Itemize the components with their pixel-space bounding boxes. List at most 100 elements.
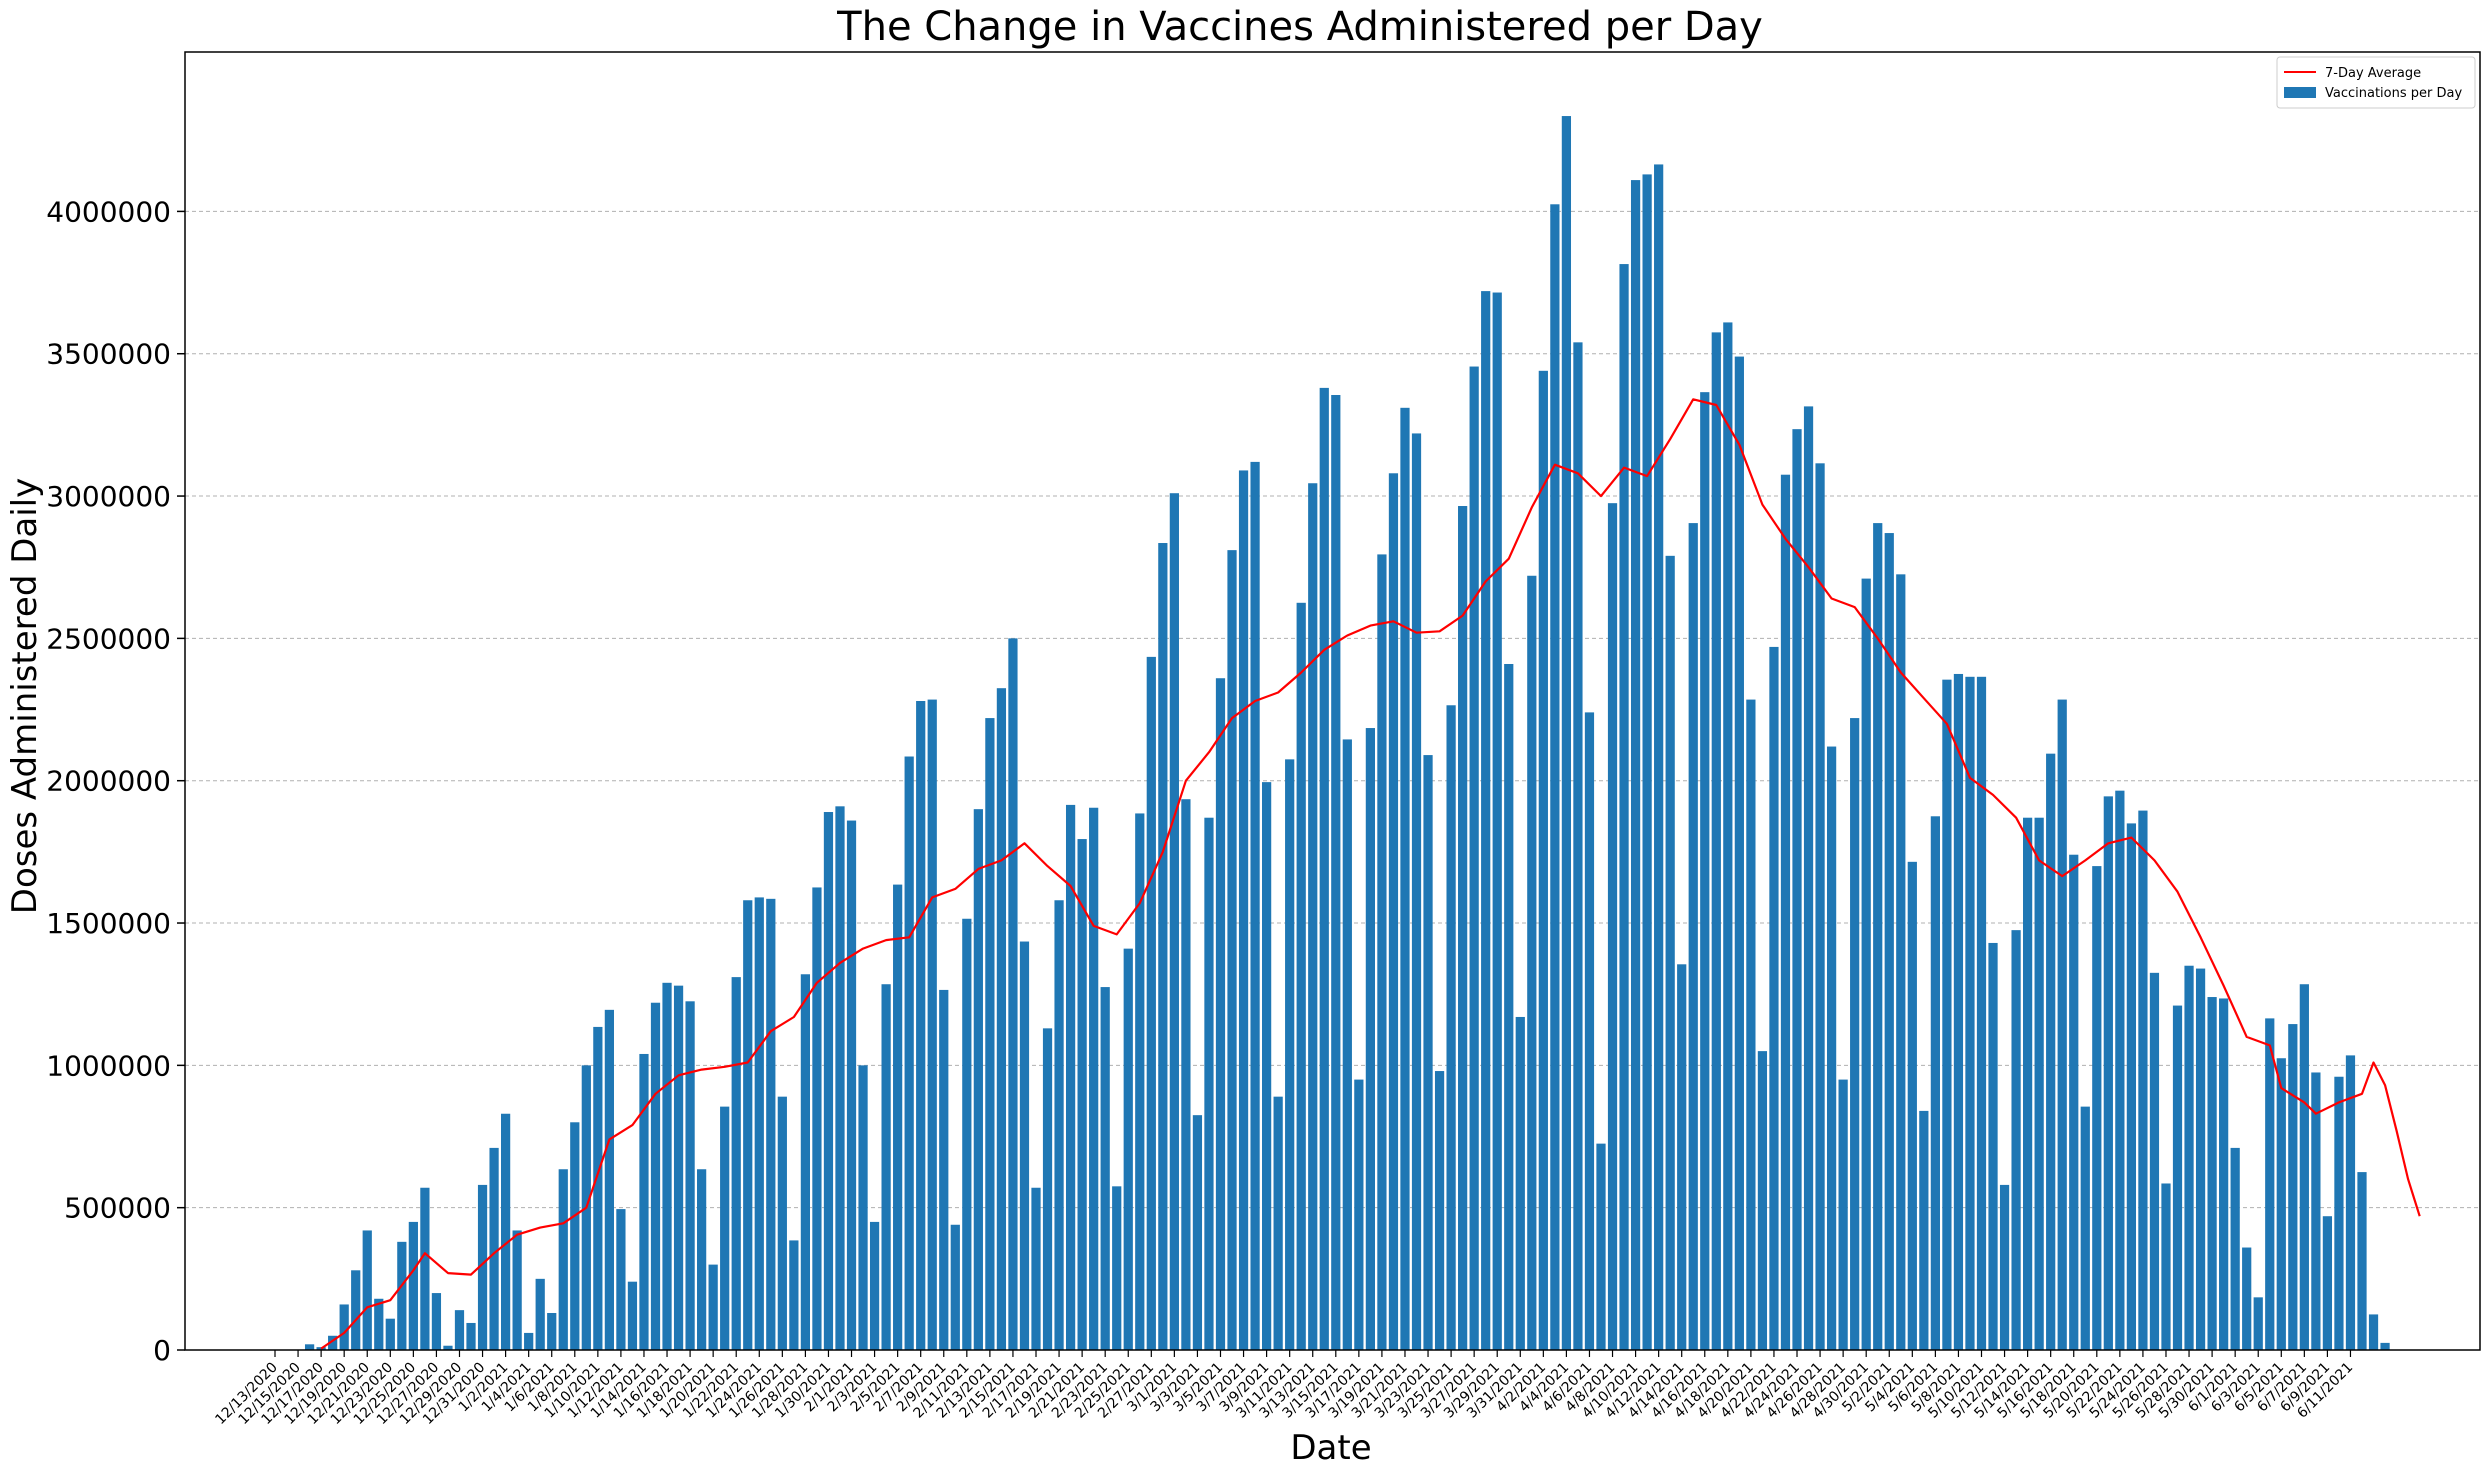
bar (1031, 1187, 1041, 1350)
legend-entry-bars: Vaccinations per Day (2325, 86, 2462, 101)
bar (2034, 817, 2044, 1350)
y-tick-label: 0 (153, 1334, 171, 1367)
bar (604, 1009, 614, 1350)
bar (1677, 964, 1687, 1350)
bar (1434, 1071, 1445, 1350)
y-tick-label: 2500000 (46, 622, 171, 655)
bar (1596, 1143, 1606, 1350)
bar (1169, 493, 1179, 1350)
bar (1492, 292, 1502, 1350)
bar (2126, 823, 2137, 1350)
bar (2299, 984, 2309, 1350)
axes-frame (184, 51, 2481, 1351)
bar (2334, 1076, 2344, 1350)
bar (1158, 543, 1168, 1350)
bar (570, 1122, 580, 1350)
y-tick-label: 1000000 (46, 1049, 171, 1082)
bar (1515, 1016, 1525, 1350)
bar (1285, 759, 1295, 1350)
bar (593, 1026, 603, 1350)
bar (385, 1318, 395, 1350)
bar (1377, 554, 1387, 1350)
bar (1700, 392, 1710, 1350)
bar (1561, 116, 1572, 1351)
bar (673, 985, 684, 1350)
bar (2172, 1005, 2183, 1350)
bar (1607, 503, 1618, 1351)
x-axis-label: Date (1290, 1428, 1371, 1468)
bar (2207, 997, 2217, 1350)
bar (420, 1187, 430, 1350)
bar (1146, 656, 1156, 1350)
bar-series (304, 116, 2390, 1351)
bar (1711, 332, 1721, 1350)
bar (1803, 406, 1814, 1350)
bar (1135, 813, 1145, 1350)
bar (1734, 356, 1744, 1350)
bar (881, 984, 891, 1350)
bar (789, 1240, 799, 1350)
bar (1665, 555, 1675, 1350)
bar (2219, 998, 2229, 1350)
bar (1354, 1079, 1364, 1350)
bar (524, 1332, 534, 1350)
y-ticks: 0 500000 1000000 1500000 2000000 2500000 30000… (46, 195, 185, 1367)
bar (950, 1224, 960, 1350)
bar (351, 1270, 361, 1350)
bar (489, 1147, 499, 1350)
bar (408, 1221, 418, 1350)
bar (1423, 755, 1433, 1350)
bar (939, 989, 949, 1350)
bar (1227, 550, 1237, 1350)
y-axis-label: Doses Administered Daily (5, 478, 45, 914)
bar (1204, 817, 1214, 1350)
bar (996, 688, 1007, 1350)
bar (869, 1221, 880, 1350)
bar (1181, 799, 1191, 1350)
bar (1215, 678, 1226, 1350)
y-tick-label: 3000000 (46, 480, 171, 513)
bar (512, 1230, 522, 1350)
bar (328, 1335, 338, 1350)
bar (362, 1230, 372, 1350)
bar (973, 809, 983, 1350)
bar (800, 974, 811, 1350)
bar (1769, 646, 1779, 1350)
bar (2080, 1106, 2090, 1350)
bar (1296, 602, 1306, 1350)
bar (1642, 174, 1652, 1350)
bar (1262, 782, 1272, 1350)
legend-entry-average: 7-Day Average (2325, 66, 2421, 81)
bar (1123, 948, 1133, 1350)
bar (304, 1344, 315, 1350)
bar (777, 1096, 787, 1350)
bar (2230, 1147, 2240, 1350)
bar (1988, 942, 1998, 1350)
bar (339, 1304, 349, 1350)
bar (766, 898, 776, 1350)
bar (1342, 739, 1352, 1350)
bar (639, 1053, 649, 1350)
bar (2195, 968, 2206, 1350)
bar (454, 1310, 465, 1350)
bar (731, 977, 741, 1350)
y-tick-label: 3500000 (46, 338, 171, 371)
bar (1250, 461, 1260, 1350)
bar (2253, 1297, 2263, 1350)
bar (2265, 1018, 2275, 1350)
bar (1065, 804, 1076, 1350)
y-tick-label: 4000000 (46, 195, 171, 228)
bar (1584, 712, 1595, 1350)
bar (2288, 1024, 2298, 1350)
bar (2380, 1342, 2390, 1350)
bar (858, 1065, 868, 1350)
bar (893, 884, 903, 1350)
bar (477, 1184, 488, 1350)
bar (2011, 930, 2021, 1350)
legend-bar-swatch (2284, 87, 2316, 98)
bar (1458, 506, 1468, 1350)
bar (1273, 1096, 1283, 1350)
y-tick-label: 2000000 (46, 765, 171, 798)
bar (466, 1322, 476, 1350)
bar (1504, 663, 1514, 1350)
